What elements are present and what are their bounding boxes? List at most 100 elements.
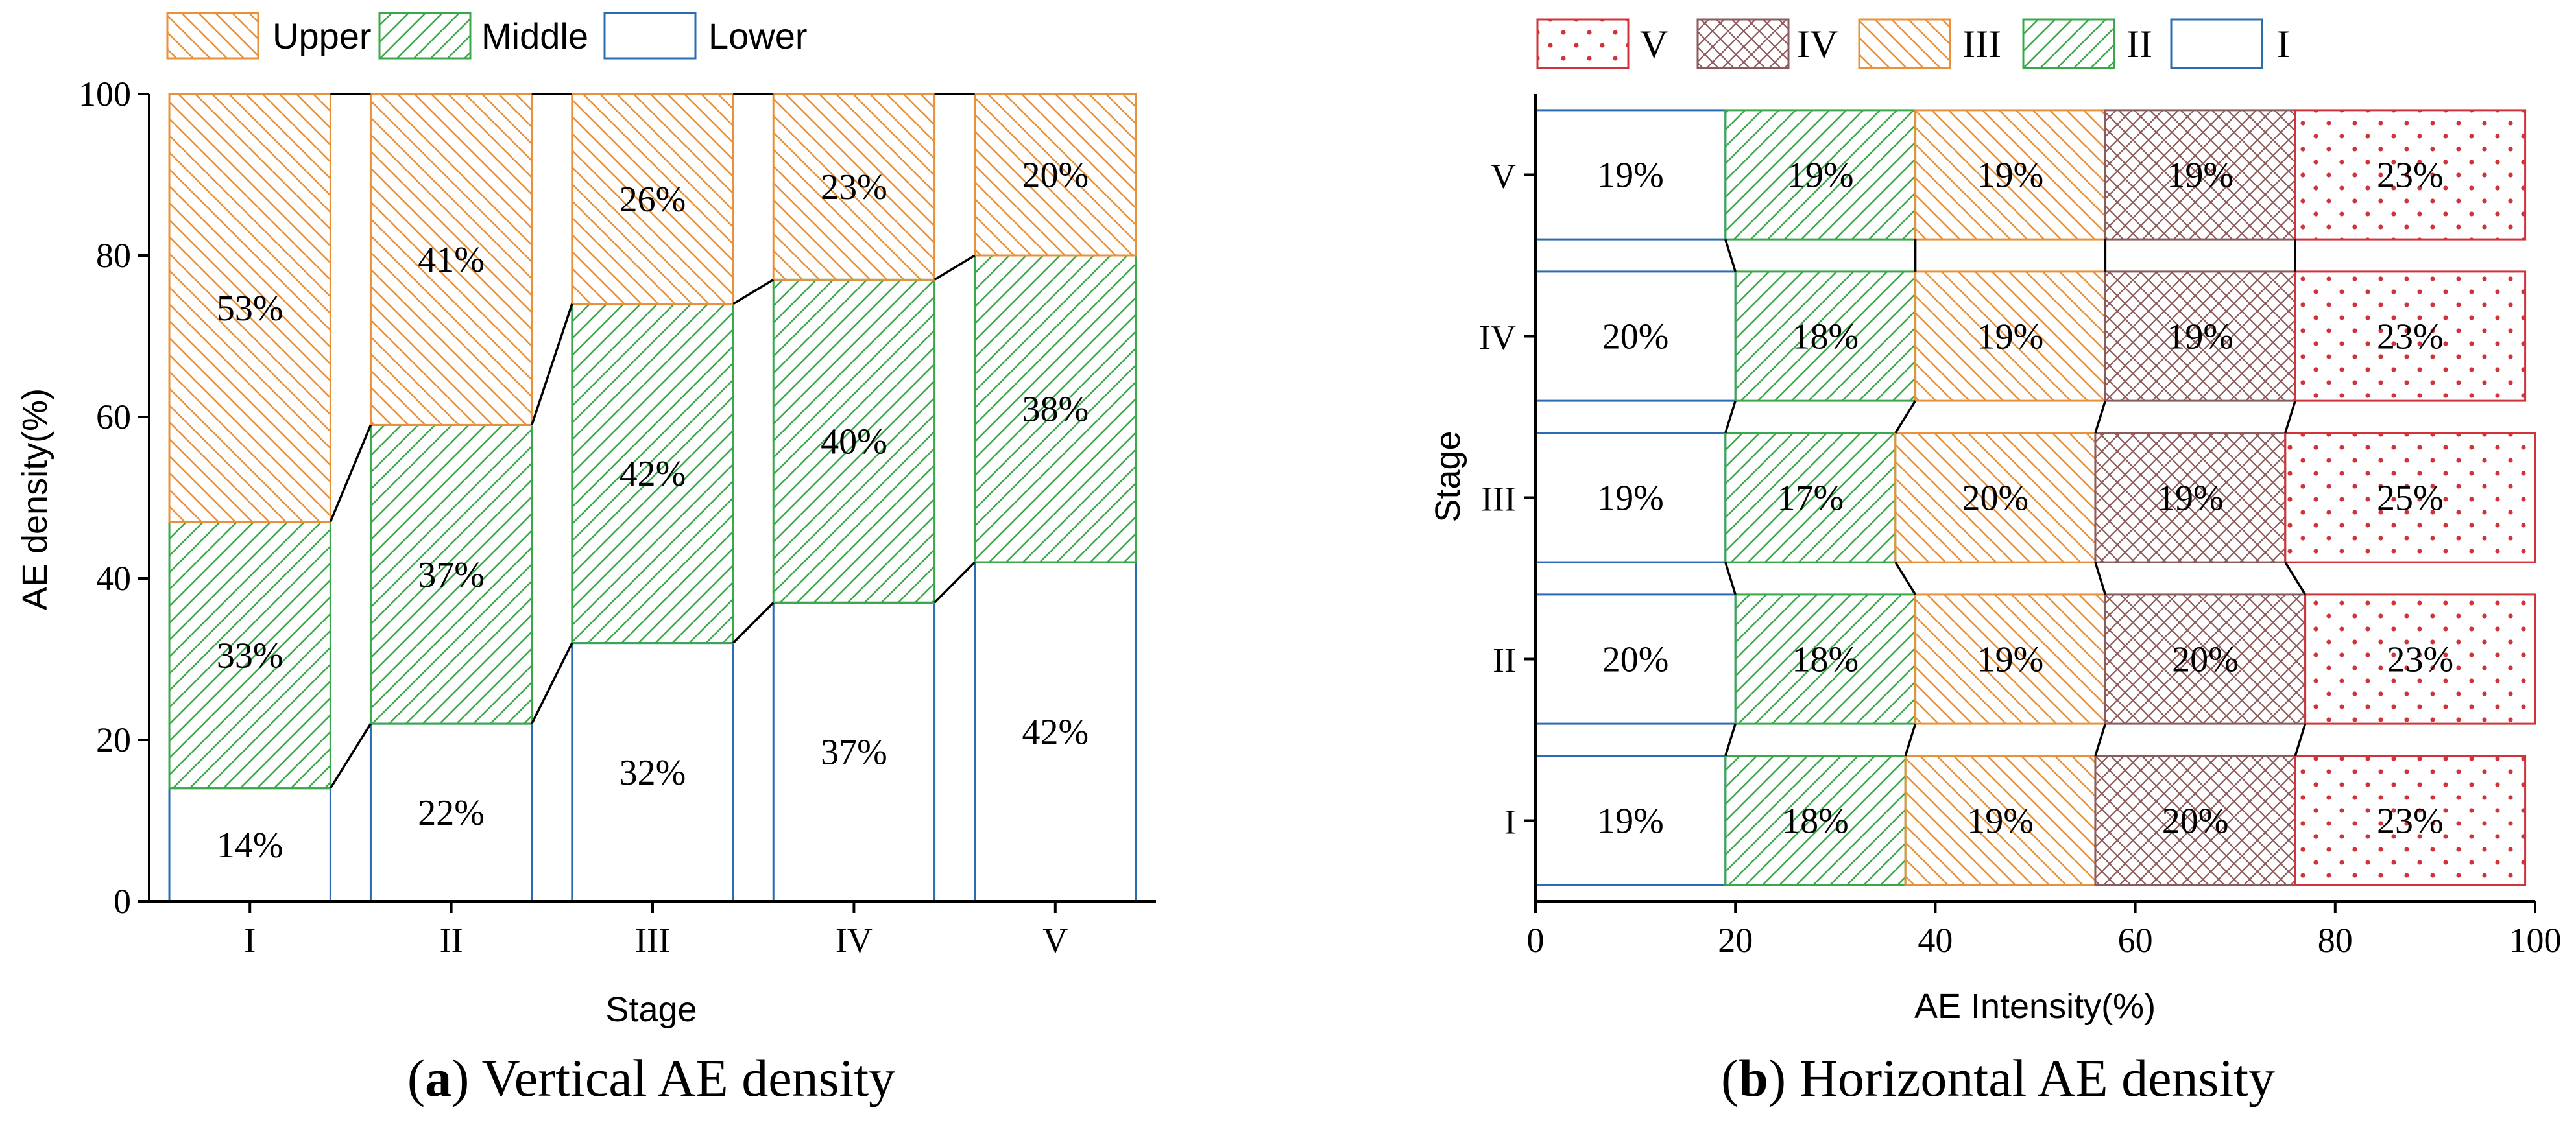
bar-segment-iv-stage-i xyxy=(2094,755,2296,886)
bar-segment-middle-iv xyxy=(772,278,936,604)
legend-swatch-ii xyxy=(2022,18,2115,69)
y-tick-label: V xyxy=(1491,157,1516,196)
legend-label-iii: III xyxy=(1962,23,2001,65)
legend-item-iii: III xyxy=(1858,18,2001,69)
boundary-connector xyxy=(732,278,775,305)
bar-segment-lower-iv xyxy=(772,601,936,903)
bar-segment-iii-stage-iv xyxy=(1914,270,2106,402)
connectors-b xyxy=(1724,239,2307,757)
bar-segment-v-stage-iv xyxy=(2294,270,2527,402)
bar-segment-v-stage-iii xyxy=(2284,432,2536,563)
bar-segment-middle-iii xyxy=(571,303,734,645)
caption-text-b: Horizontal AE density xyxy=(1786,1048,2275,1107)
segment-label: 20% xyxy=(1602,640,1669,680)
boundary-connector xyxy=(1894,400,1917,434)
boundary-connector xyxy=(2094,400,2107,434)
connectors-a xyxy=(329,93,976,789)
legend-label-v: V xyxy=(1640,23,1668,65)
bar-segment-ii-stage-iv xyxy=(1734,270,1917,402)
legend-item-middle: Middle xyxy=(378,12,588,60)
segment-label: 41% xyxy=(418,240,485,280)
caption-text-a: Vertical AE density xyxy=(469,1048,895,1107)
legend-swatch-v xyxy=(1536,18,1630,69)
segment-label: 18% xyxy=(1782,801,1849,842)
x-axis-label-a: Stage xyxy=(605,990,697,1029)
x-ticks-a: I II III IV V xyxy=(244,901,1068,960)
boundary-connector xyxy=(2094,723,2107,757)
segment-label: 19% xyxy=(1597,801,1664,842)
bar-segment-lower-i xyxy=(168,787,331,903)
boundary-connector xyxy=(1894,562,1917,595)
bar-segment-iii-stage-ii xyxy=(1914,593,2106,725)
segment-label: 23% xyxy=(2377,801,2444,842)
legend-a: Upper Middle Lower xyxy=(166,12,808,60)
bar-segment-ii-stage-v xyxy=(1724,109,1917,241)
segment-labels-b: 19% 18% 19% 20% 23% 20% 18% 19% 20% 23% 19% 17% 20% 1… xyxy=(1597,156,2453,842)
caption-letter-a: a xyxy=(425,1048,451,1107)
segment-label: 20% xyxy=(2162,801,2229,842)
segment-label: 22% xyxy=(418,793,485,833)
boundary-connector xyxy=(329,424,372,523)
bar-segment-lower-v xyxy=(974,561,1137,903)
legend-swatch-iii xyxy=(1858,18,1951,69)
x-tick-label: V xyxy=(1042,921,1068,960)
segment-label: 19% xyxy=(2157,479,2224,519)
segment-label: 19% xyxy=(1977,640,2044,680)
y-tick-label: 60 xyxy=(96,397,131,436)
segment-label: 17% xyxy=(1777,479,1844,519)
x-ticks-b: 0 20 40 60 80 100 xyxy=(1527,901,2562,960)
bar-segment-iii-stage-iii xyxy=(1894,432,2097,563)
bar-segment-v-stage-v xyxy=(2294,109,2527,241)
horizontal-density-chart: V IV III II I 19% 18% 19% 20% 23%20% 18% 19% 20… xyxy=(1428,18,2562,1107)
bar-segment-middle-ii xyxy=(369,423,533,725)
boundary-connector xyxy=(1724,400,1737,434)
segment-label: 20% xyxy=(1962,479,2029,519)
boundary-connector xyxy=(732,602,775,644)
x-tick-label: III xyxy=(635,921,670,960)
boundary-connector xyxy=(2284,562,2307,595)
legend-swatch-upper xyxy=(166,12,259,60)
boundary-connector xyxy=(933,254,976,281)
segment-label: 40% xyxy=(821,421,887,462)
legend-label-upper: Upper xyxy=(272,16,372,56)
y-tick-label: 100 xyxy=(78,75,131,113)
boundary-connector xyxy=(2094,562,2107,595)
bar-segment-ii-stage-iii xyxy=(1724,432,1897,563)
bar-segment-i-stage-iii xyxy=(1534,432,1727,563)
segment-label: 42% xyxy=(1022,713,1089,753)
legend-label-ii: II xyxy=(2126,23,2152,65)
legend-label-middle: Middle xyxy=(481,16,588,56)
segment-label: 19% xyxy=(1977,317,2044,357)
y-tick-label: I xyxy=(1504,803,1516,842)
segment-label: 20% xyxy=(1602,317,1669,357)
x-tick-label: 40 xyxy=(1918,921,1953,960)
segment-label: 19% xyxy=(2167,317,2233,357)
segment-label: 19% xyxy=(1977,156,2044,196)
segment-label: 26% xyxy=(620,180,686,220)
y-tick-label: II xyxy=(1493,641,1516,680)
legend-item-upper: Upper xyxy=(166,12,372,60)
segment-label: 19% xyxy=(1967,801,2034,842)
boundary-connector xyxy=(1724,239,1737,272)
bar-segment-upper-ii xyxy=(369,93,533,426)
boundary-connector xyxy=(531,642,573,724)
segment-label: 38% xyxy=(1022,390,1089,430)
boundary-connector xyxy=(1724,562,1737,595)
segment-label: 19% xyxy=(1787,156,1854,196)
y-axis-label-b: Stage xyxy=(1428,431,1467,522)
x-tick-label: 80 xyxy=(2318,921,2353,960)
segment-label: 25% xyxy=(2377,479,2444,519)
legend-item-v: V xyxy=(1536,18,1668,69)
segment-label: 23% xyxy=(2377,156,2444,196)
bar-segment-v-stage-i xyxy=(2294,755,2527,886)
boundary-connector xyxy=(933,561,976,604)
legend-swatch-lower xyxy=(603,12,697,60)
bar-segment-upper-i xyxy=(168,93,331,523)
caption-letter-b: b xyxy=(1739,1048,1768,1107)
bar-segment-iv-stage-iii xyxy=(2094,432,2287,563)
bar-segment-v-stage-ii xyxy=(2304,593,2536,725)
boundary-connector xyxy=(329,723,372,789)
bars-b xyxy=(1534,109,2536,886)
